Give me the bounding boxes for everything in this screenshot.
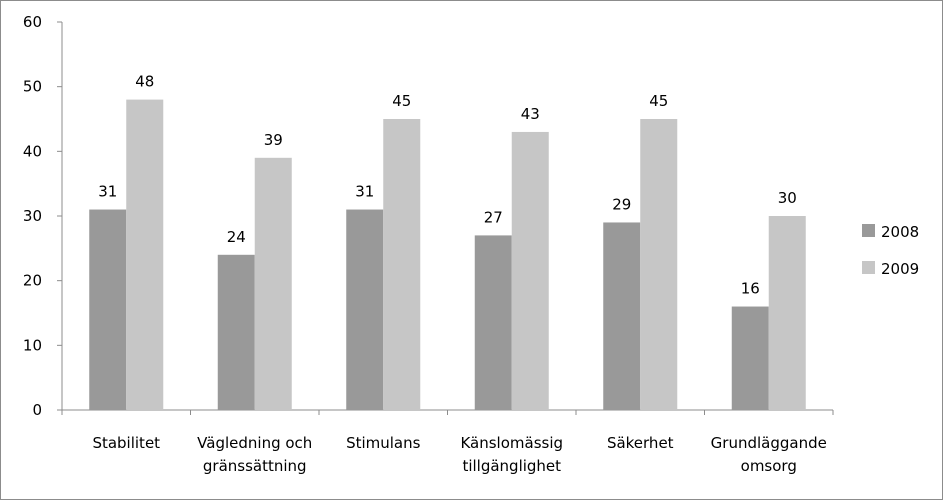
category-label: Grundläggande	[711, 434, 827, 452]
y-tick-label: 30	[23, 207, 42, 225]
bar-2009	[768, 216, 806, 410]
y-tick-label: 20	[23, 272, 42, 290]
y-tick-label: 60	[23, 13, 42, 31]
bar-2009	[640, 119, 678, 410]
y-tick-label: 40	[23, 142, 42, 160]
legend-label: 2008	[881, 223, 919, 241]
category-label: Vägledning och	[197, 434, 312, 452]
data-label: 48	[135, 73, 154, 91]
data-label: 31	[355, 183, 374, 201]
bar-2008	[603, 222, 641, 410]
x-axis: Stabilitet Vägledning och gränssättning Sti…	[61, 409, 834, 475]
legend-swatch-2008	[862, 224, 875, 237]
bar-2009	[126, 99, 164, 410]
category-label: Känslomässig	[460, 434, 563, 452]
bar-2008	[217, 254, 255, 410]
bar-2009	[383, 119, 421, 410]
data-label: 30	[778, 189, 797, 207]
bars	[89, 99, 806, 410]
data-label: 39	[264, 131, 283, 149]
category-label: Stimulans	[346, 434, 421, 452]
data-label: 45	[649, 92, 668, 110]
data-label: 16	[741, 280, 760, 298]
data-label: 31	[98, 183, 117, 201]
data-label: 29	[612, 195, 631, 213]
y-tick-label: 0	[32, 401, 42, 419]
data-label: 24	[227, 228, 246, 246]
y-axis: 0 10 20 30 40 50 60	[23, 13, 63, 419]
legend: 2008 2009	[862, 223, 919, 278]
bar-2008	[89, 209, 127, 410]
data-label: 27	[484, 208, 503, 226]
category-label: gränssättning	[203, 457, 307, 475]
category-label: omsorg	[741, 457, 797, 475]
data-label: 43	[521, 105, 540, 123]
bar-2009	[511, 131, 549, 410]
bar-2008	[474, 235, 512, 410]
data-label: 45	[392, 92, 411, 110]
category-label: tillgänglighet	[462, 457, 561, 475]
y-tick-label: 10	[23, 336, 42, 354]
category-label: Säkerhet	[607, 434, 674, 452]
category-label: Stabilitet	[92, 434, 160, 452]
legend-swatch-2009	[862, 261, 875, 274]
y-tick-label: 50	[23, 78, 42, 96]
bar-2009	[254, 157, 292, 410]
bar-2008	[731, 306, 769, 410]
data-labels: 31 48 24 39 31 45 27 43 29 45 16 30	[98, 73, 797, 298]
legend-label: 2009	[881, 260, 919, 278]
bar-2008	[346, 209, 384, 410]
